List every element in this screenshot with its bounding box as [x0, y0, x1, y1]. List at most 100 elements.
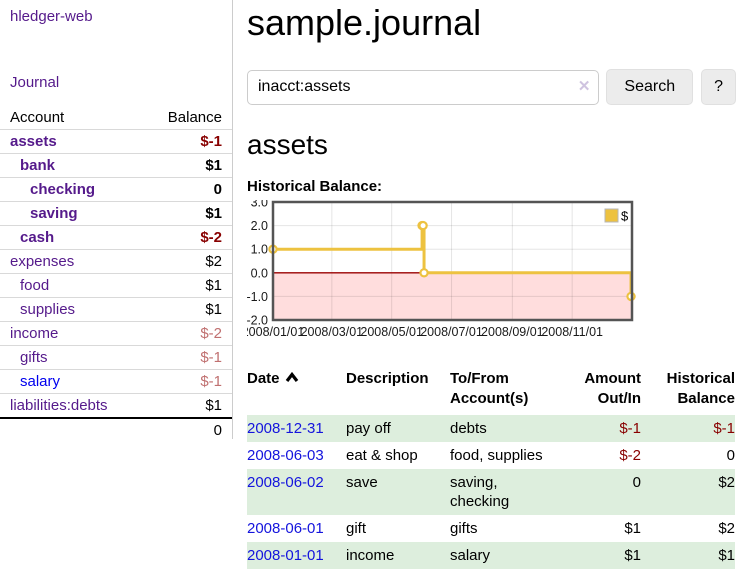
transaction-date-link[interactable]: 2008-12-31 — [247, 420, 324, 437]
register-cell-description: eat & shop — [346, 447, 418, 464]
register-cell-accounts: salary — [450, 547, 491, 564]
account-balance: $1 — [142, 273, 232, 298]
register-header-date-label: Date — [247, 370, 280, 387]
svg-text:1.0: 1.0 — [251, 243, 268, 257]
search-box: ✕ — [247, 69, 600, 105]
account-link-cash[interactable]: cash — [20, 229, 55, 246]
register-cell-balance: $-1 — [713, 420, 735, 437]
account-link-expenses[interactable]: expenses — [10, 253, 75, 270]
app-title-link[interactable]: hledger-web — [10, 8, 93, 25]
account-row: saving $1 — [0, 201, 232, 226]
account-heading: assets — [247, 129, 328, 160]
register-header-row: Date Description To/From Account(s) Amou… — [247, 367, 735, 415]
svg-text:2008/09/01: 2008/09/01 — [481, 325, 544, 339]
register-row[interactable]: 2008-12-31 pay off debts $-1 $-1 — [247, 415, 735, 442]
register-cell-description: income — [346, 547, 395, 564]
register-row[interactable]: 2008-01-01 income salary $1 $1 — [247, 542, 735, 569]
svg-text:2008/07/01: 2008/07/01 — [420, 325, 483, 339]
register-header-accounts: To/From Account(s) — [450, 370, 529, 407]
account-row: income $-2 — [0, 321, 232, 346]
register-header-balance: Historical Balance — [666, 370, 735, 407]
account-row: expenses $2 — [0, 249, 232, 274]
account-row: assets $-1 — [0, 129, 232, 154]
account-link-saving[interactable]: saving — [30, 205, 78, 222]
account-balance: $2 — [142, 249, 232, 274]
svg-text:0.0: 0.0 — [251, 266, 268, 280]
account-balance: $-1 — [142, 345, 232, 370]
historical-balance-chart: $3.0 2.0 1.0 0.0 -1.0 -2.0 2008/01/01 2008/03/0… — [247, 200, 736, 340]
transaction-date-link[interactable]: 2008-06-01 — [247, 520, 324, 537]
main-content: sample.journal ✕ Search ? assets Histori… — [247, 0, 736, 569]
search-input[interactable] — [247, 69, 600, 105]
account-balance: $1 — [142, 393, 232, 419]
register-cell-accounts: gifts — [450, 520, 478, 537]
register-cell-description: pay off — [346, 420, 391, 437]
svg-text:3.0: 3.0 — [251, 200, 268, 210]
accounts-total-row: 0 — [0, 417, 232, 442]
register-cell-balance: $1 — [718, 547, 735, 564]
svg-text:-2.0: -2.0 — [247, 314, 268, 328]
register-cell-accounts: food, supplies — [450, 447, 543, 464]
account-row: salary $-1 — [0, 369, 232, 394]
register-header-description: Description — [346, 370, 429, 387]
account-row: bank $1 — [0, 153, 232, 178]
chart-label: Historical Balance: — [247, 178, 383, 195]
register-table: Date Description To/From Account(s) Amou… — [247, 367, 735, 569]
register-cell-amount: $-1 — [619, 420, 641, 437]
svg-text:2008/01/01: 2008/01/01 — [247, 325, 304, 339]
register-row[interactable]: 2008-06-02 save saving, checking 0 $2 — [247, 469, 735, 515]
help-button[interactable]: ? — [701, 69, 736, 105]
transaction-date-link[interactable]: 2008-06-03 — [247, 447, 324, 464]
register-cell-balance: 0 — [726, 447, 735, 464]
account-link-liabilities-debts[interactable]: liabilities:debts — [10, 397, 108, 414]
register-cell-balance: $2 — [718, 520, 735, 537]
account-balance: $1 — [142, 297, 232, 322]
accounts-table: Account Balance assets $-1 bank $1 checking 0… — [0, 106, 232, 442]
sidebar-item-journal[interactable]: Journal — [10, 74, 60, 91]
register-cell-balance: $2 — [718, 474, 735, 491]
account-link-income[interactable]: income — [10, 325, 59, 342]
accounts-header-account: Account — [0, 106, 143, 130]
account-link-bank[interactable]: bank — [20, 157, 56, 174]
register-cell-description: gift — [346, 520, 367, 537]
account-balance: $-1 — [142, 369, 232, 394]
svg-text:-1.0: -1.0 — [247, 290, 268, 304]
account-row: gifts $-1 — [0, 345, 232, 370]
page-title: sample.journal — [247, 2, 482, 43]
svg-text:2.0: 2.0 — [251, 219, 268, 233]
account-link-supplies[interactable]: supplies — [20, 301, 76, 318]
account-balance: 0 — [142, 177, 232, 202]
register-cell-accounts: debts — [450, 420, 487, 437]
search-row: ✕ Search ? — [247, 69, 736, 105]
register-header-amount: Amount Out/In — [584, 370, 641, 407]
clear-search-icon[interactable]: ✕ — [577, 77, 591, 95]
account-balance: $1 — [142, 201, 232, 226]
account-link-food[interactable]: food — [20, 277, 50, 294]
account-balance: $-2 — [142, 225, 232, 250]
svg-text:2008/11/01: 2008/11/01 — [541, 325, 603, 339]
account-balance: $1 — [142, 153, 232, 178]
register-cell-accounts: saving, checking — [450, 474, 510, 510]
account-row: cash $-2 — [0, 225, 232, 250]
register-header-date[interactable]: Date — [247, 367, 346, 415]
account-row: food $1 — [0, 273, 232, 298]
register-cell-amount: $1 — [624, 520, 641, 537]
account-balance: $-1 — [142, 129, 232, 154]
accounts-header-balance: Balance — [142, 106, 232, 130]
register-cell-amount: $1 — [624, 547, 641, 564]
account-row: supplies $1 — [0, 297, 232, 322]
search-button[interactable]: Search — [606, 69, 694, 105]
account-link-checking[interactable]: checking — [30, 181, 96, 198]
transaction-date-link[interactable]: 2008-01-01 — [247, 547, 324, 564]
sidebar: hledger-web Journal Account Balance asse… — [0, 0, 233, 442]
account-row: checking 0 — [0, 177, 232, 202]
account-link-gifts[interactable]: gifts — [20, 349, 48, 366]
chart-canvas: $3.0 2.0 1.0 0.0 -1.0 -2.02008/01/012008/03/0… — [247, 200, 636, 339]
register-cell-description: save — [346, 474, 378, 491]
register-row[interactable]: 2008-06-03 eat & shop food, supplies $-2 0 — [247, 442, 735, 469]
account-link-salary[interactable]: salary — [20, 373, 61, 390]
register-row[interactable]: 2008-06-01 gift gifts $1 $2 — [247, 515, 735, 542]
account-link-assets[interactable]: assets — [10, 133, 57, 150]
transaction-date-link[interactable]: 2008-06-02 — [247, 474, 324, 491]
account-row: liabilities:debts $1 — [0, 393, 232, 419]
